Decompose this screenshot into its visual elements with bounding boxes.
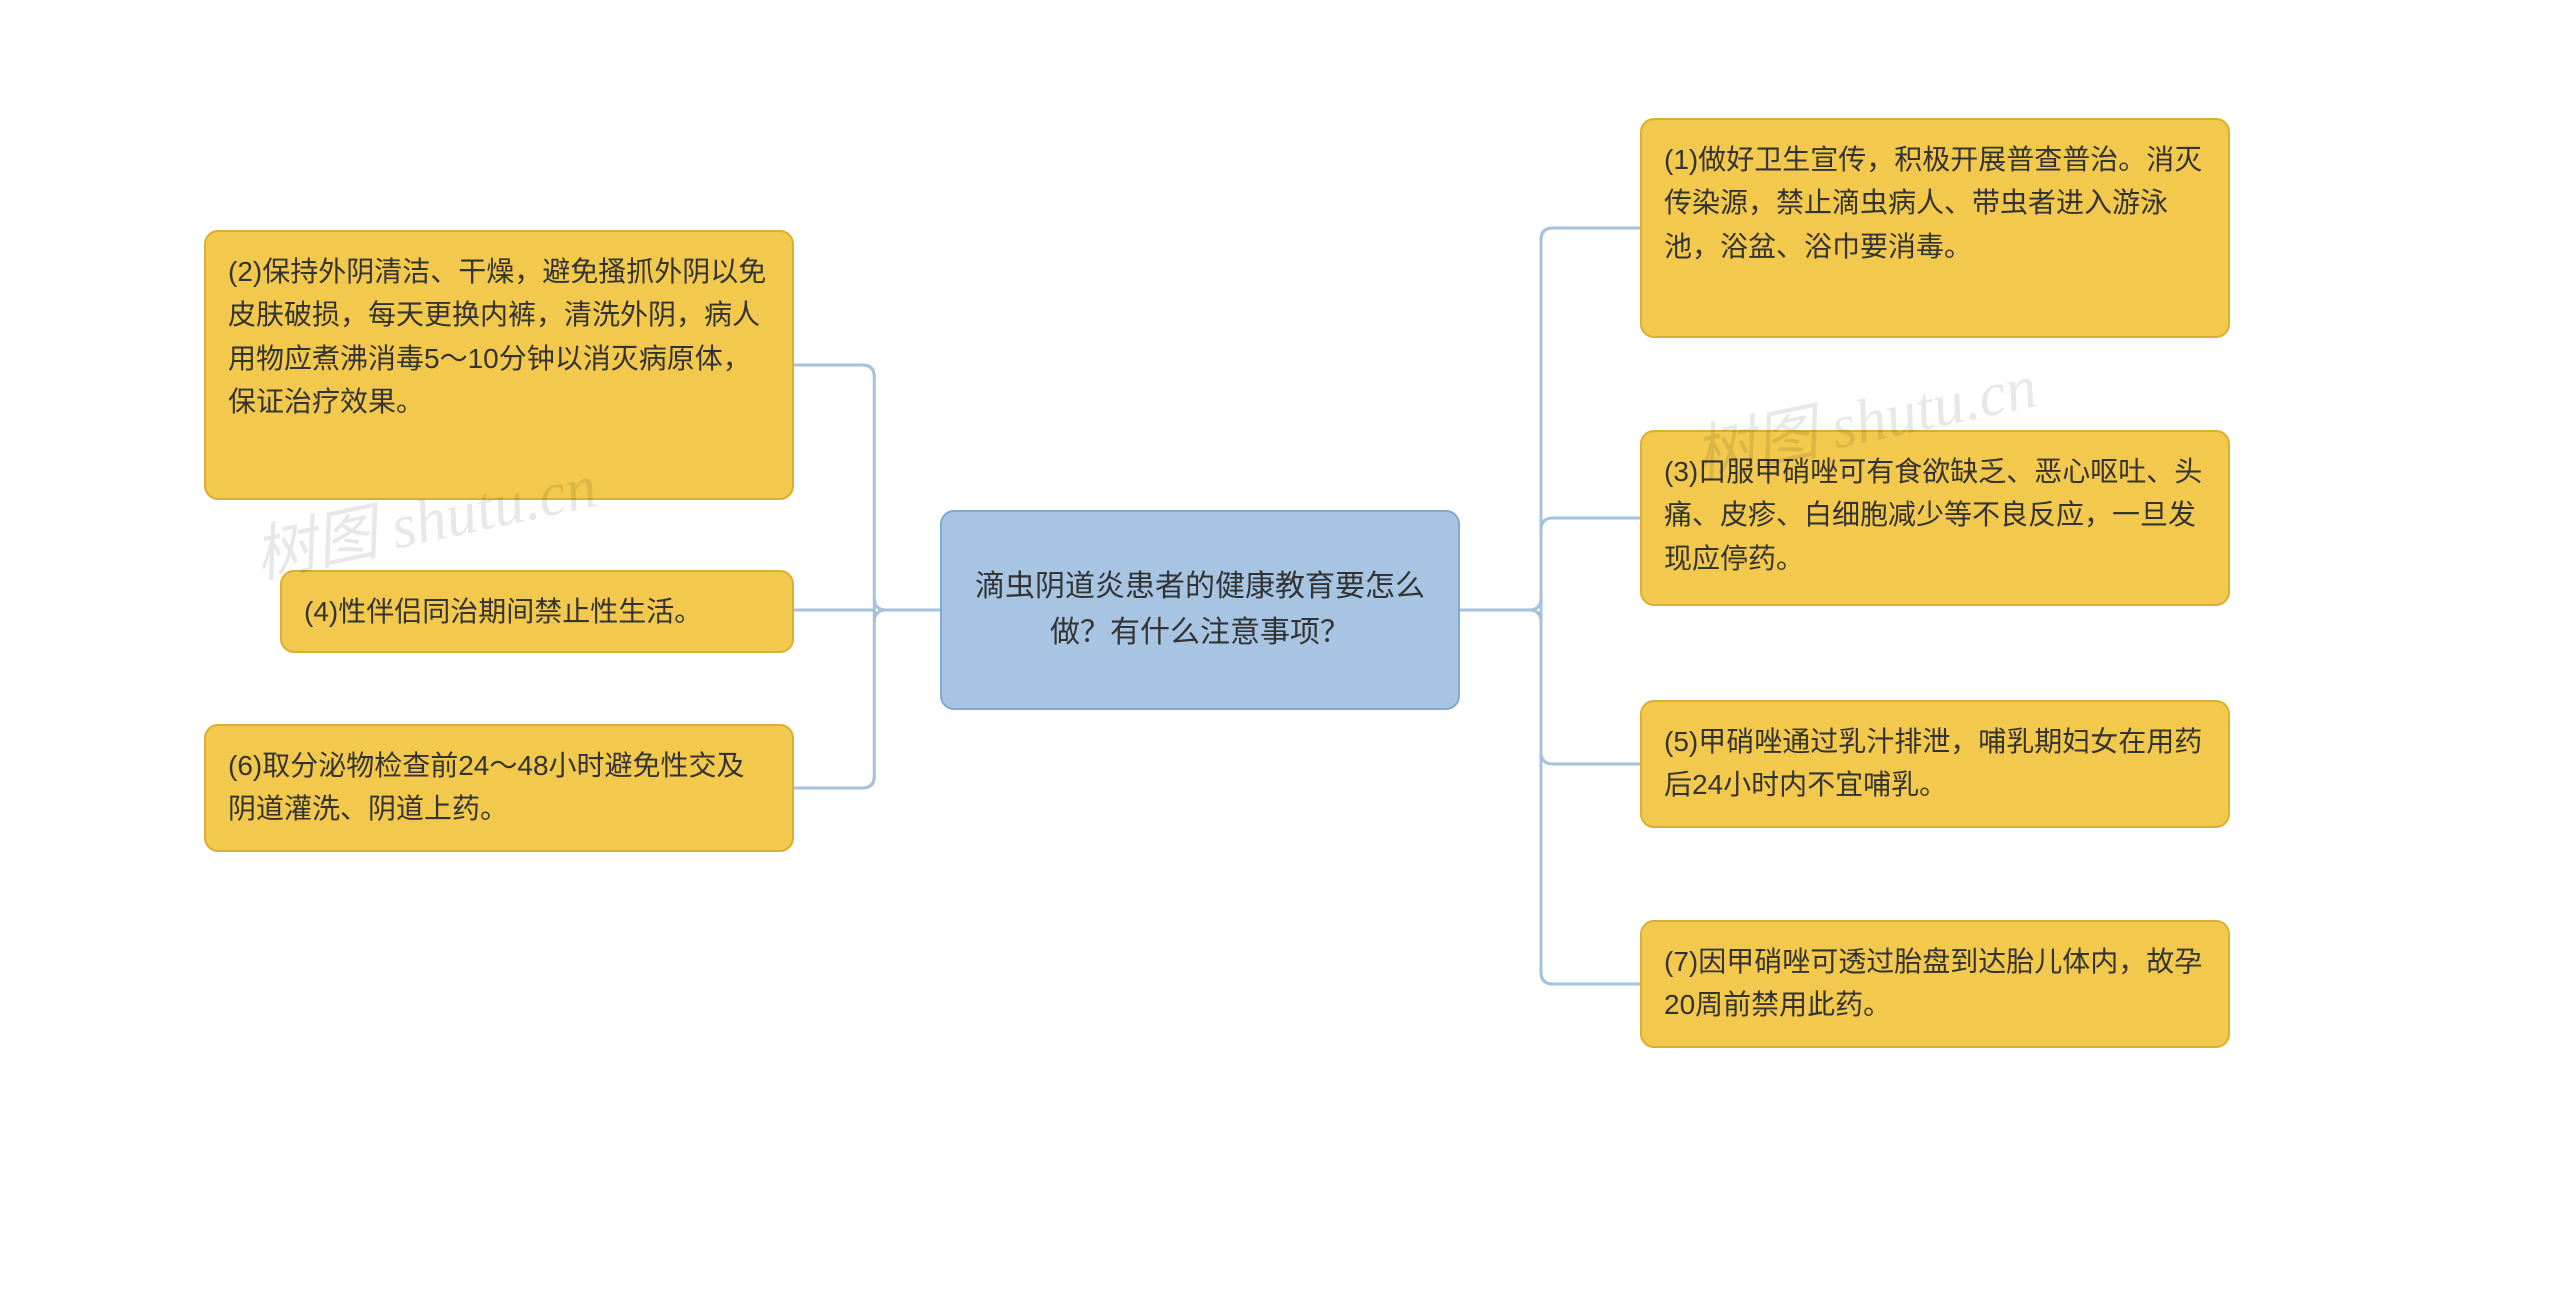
- leaf-node-7: (7)因甲硝唑可透过胎盘到达胎儿体内，故孕20周前禁用此药。: [1640, 920, 2230, 1048]
- leaf-text: (5)甲硝唑通过乳汁排泄，哺乳期妇女在用药后24小时内不宜哺乳。: [1664, 726, 2202, 800]
- leaf-node-5: (5)甲硝唑通过乳汁排泄，哺乳期妇女在用药后24小时内不宜哺乳。: [1640, 700, 2230, 828]
- leaf-node-3: (3)口服甲硝唑可有食欲缺乏、恶心呕吐、头痛、皮疹、白细胞减少等不良反应，一旦发…: [1640, 430, 2230, 606]
- center-node: 滴虫阴道炎患者的健康教育要怎么做？有什么注意事项？: [940, 510, 1460, 710]
- leaf-text: (1)做好卫生宣传，积极开展普查普治。消灭传染源，禁止滴虫病人、带虫者进入游泳池…: [1664, 144, 2202, 262]
- leaf-node-2: (2)保持外阴清洁、干燥，避免搔抓外阴以免皮肤破损，每天更换内裤，清洗外阴，病人…: [204, 230, 794, 500]
- leaf-text: (3)口服甲硝唑可有食欲缺乏、恶心呕吐、头痛、皮疹、白细胞减少等不良反应，一旦发…: [1664, 456, 2202, 574]
- leaf-text: (2)保持外阴清洁、干燥，避免搔抓外阴以免皮肤破损，每天更换内裤，清洗外阴，病人…: [228, 256, 766, 417]
- leaf-text: (7)因甲硝唑可透过胎盘到达胎儿体内，故孕20周前禁用此药。: [1664, 946, 2202, 1020]
- mindmap-canvas: 滴虫阴道炎患者的健康教育要怎么做？有什么注意事项？ (2)保持外阴清洁、干燥，避…: [0, 0, 2560, 1304]
- leaf-text: (6)取分泌物检查前24～48小时避免性交及阴道灌洗、阴道上药。: [228, 750, 745, 824]
- leaf-node-4: (4)性伴侣同治期间禁止性生活。: [280, 570, 794, 653]
- leaf-node-1: (1)做好卫生宣传，积极开展普查普治。消灭传染源，禁止滴虫病人、带虫者进入游泳池…: [1640, 118, 2230, 338]
- center-node-text: 滴虫阴道炎患者的健康教育要怎么做？有什么注意事项？: [964, 564, 1436, 657]
- leaf-text: (4)性伴侣同治期间禁止性生活。: [304, 596, 702, 627]
- leaf-node-6: (6)取分泌物检查前24～48小时避免性交及阴道灌洗、阴道上药。: [204, 724, 794, 852]
